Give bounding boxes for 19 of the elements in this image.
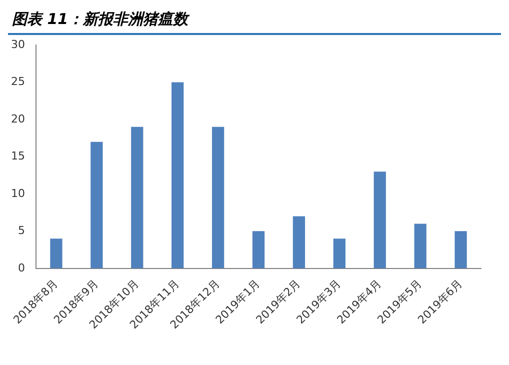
y-tick-label: 5	[18, 224, 25, 238]
bar	[252, 231, 265, 268]
y-tick-label: 20	[10, 112, 25, 126]
bar	[90, 142, 103, 268]
bar	[50, 238, 62, 268]
y-tick-label: 0	[18, 261, 25, 274]
bar	[131, 126, 144, 268]
bar	[333, 238, 346, 268]
bar	[292, 216, 306, 268]
bar	[212, 126, 224, 268]
bar	[374, 172, 386, 268]
y-tick-label: 25	[10, 75, 25, 88]
bar	[414, 224, 426, 268]
chart-title: 图表 11：新报非洲猪瘟数	[8, 8, 501, 35]
y-tick-label: 30	[10, 38, 25, 51]
bar	[454, 231, 467, 268]
y-tick-label: 10	[10, 186, 25, 200]
bar	[172, 82, 184, 268]
y-tick-label: 15	[10, 150, 25, 163]
